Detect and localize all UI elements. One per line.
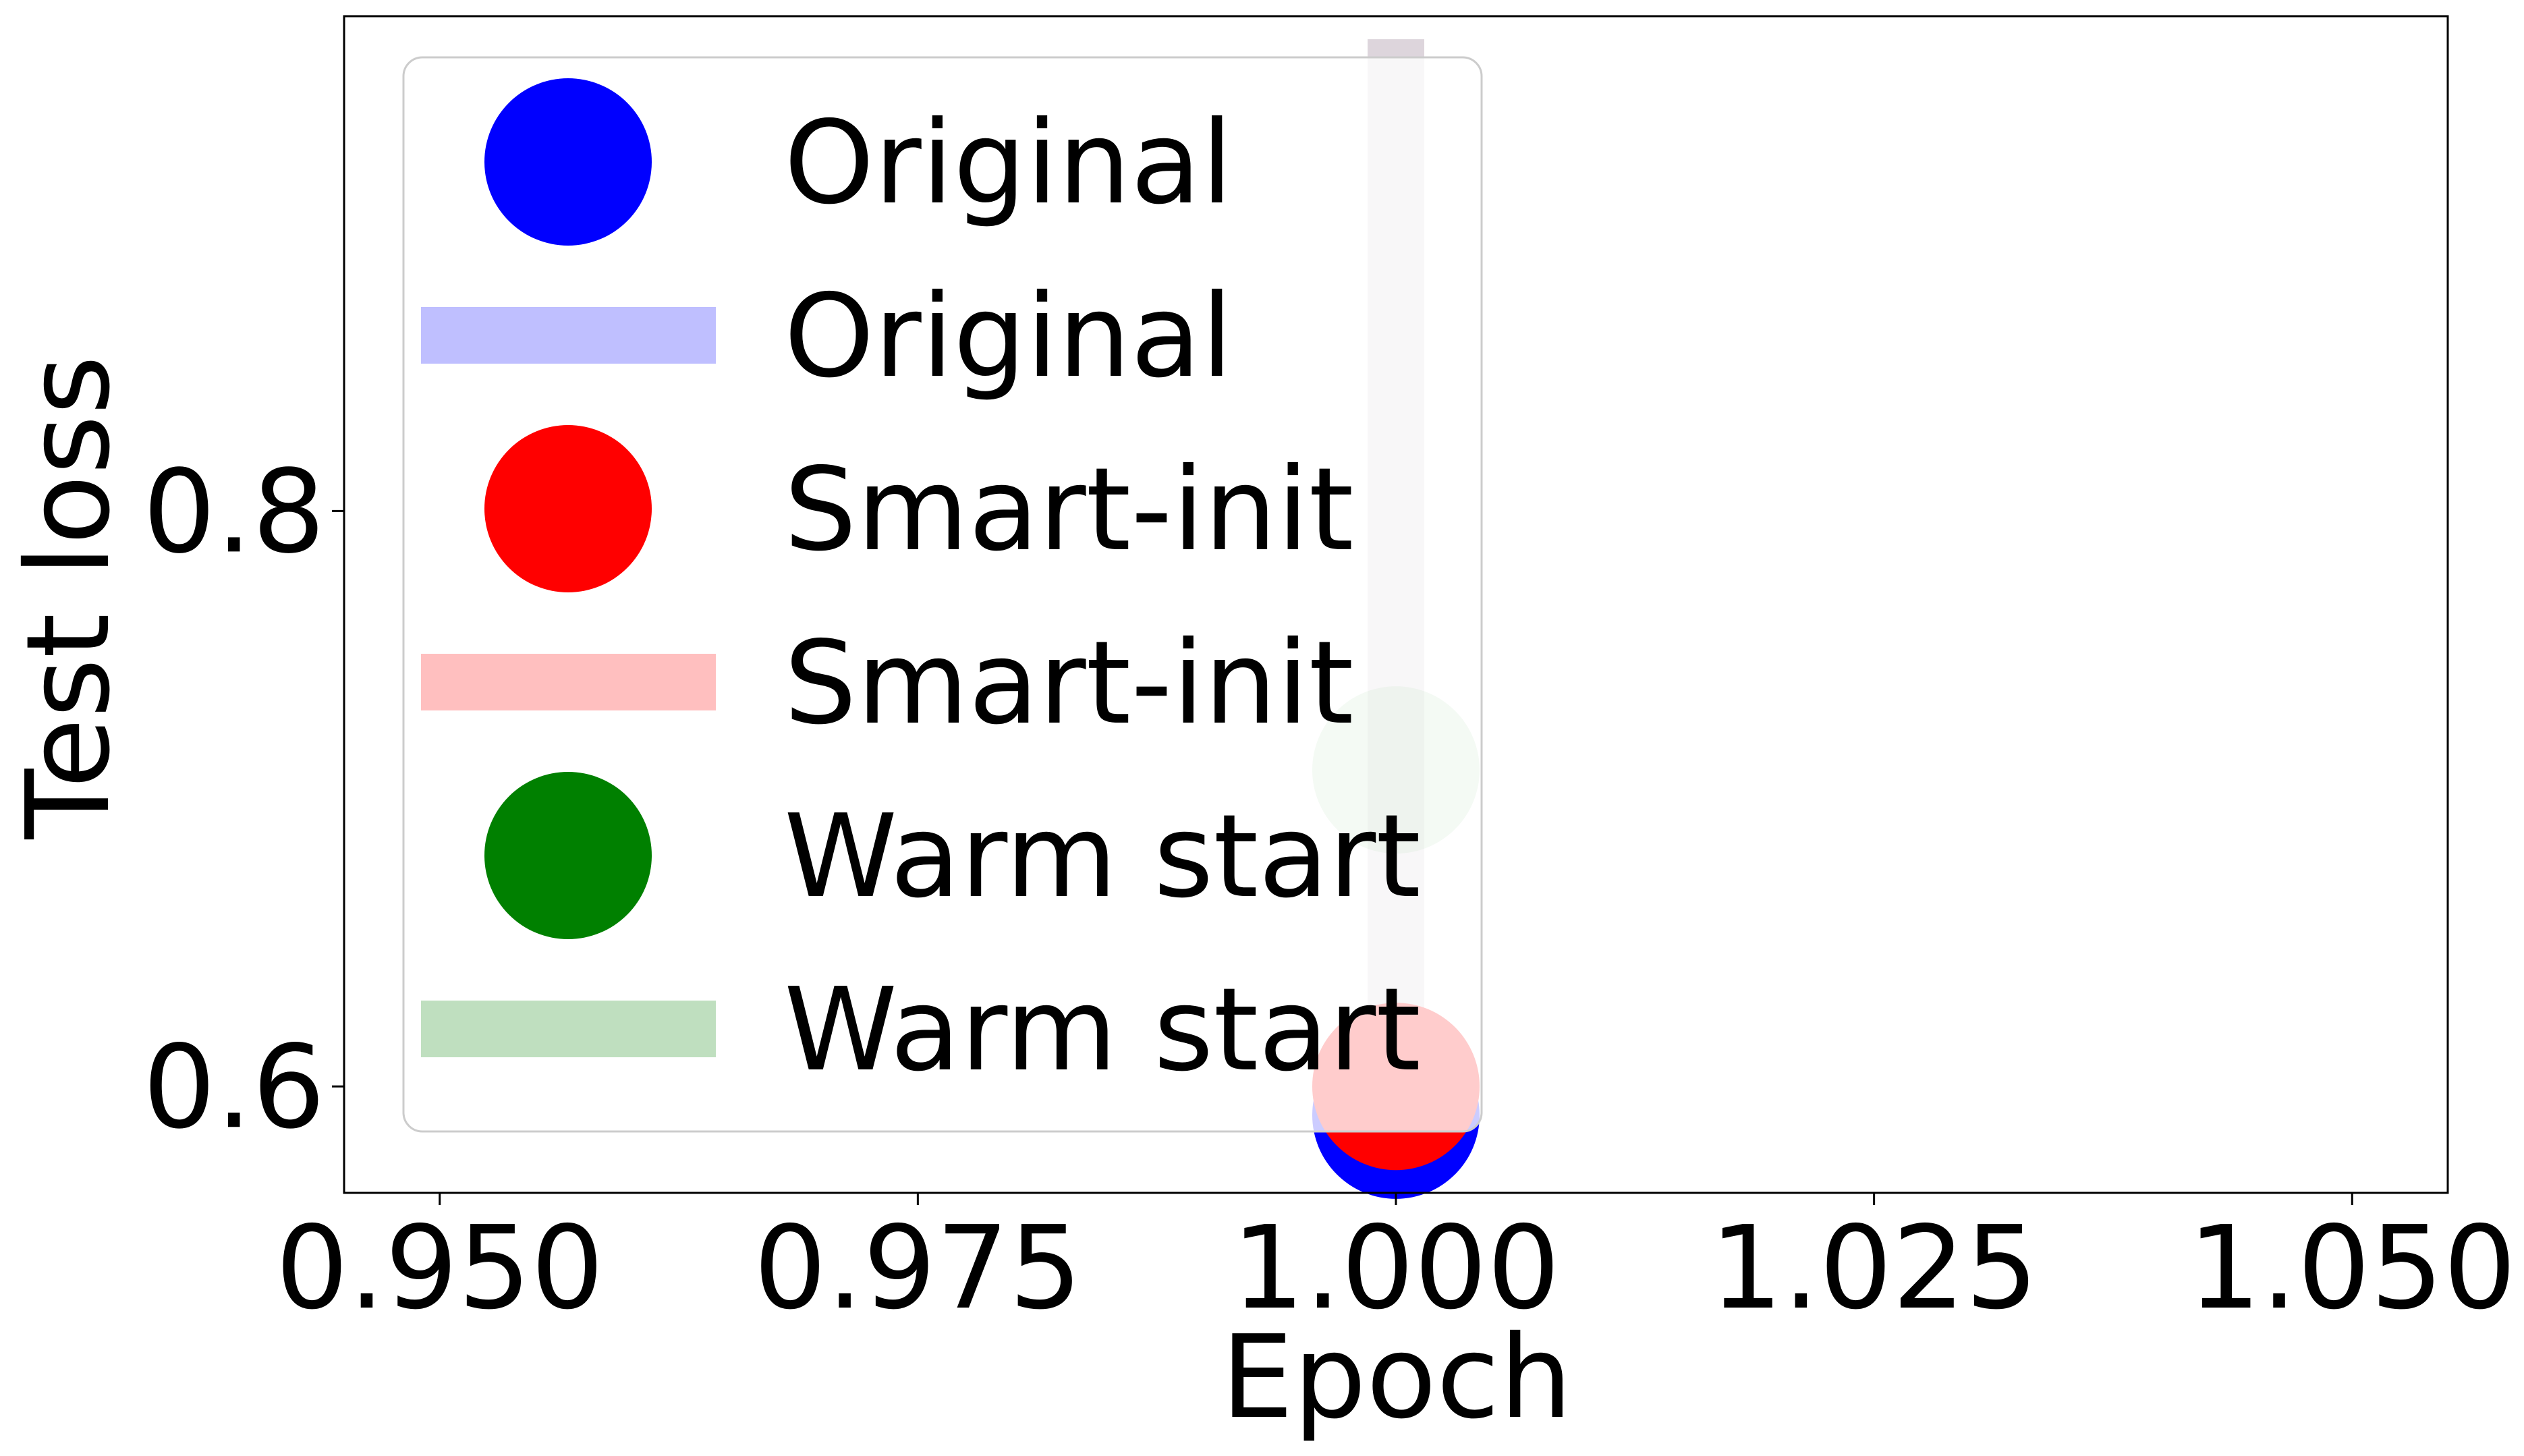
legend-label-warm-start: Warm start [784, 790, 1421, 924]
x-tick-label: 1.000 [1232, 1202, 1561, 1335]
x-axis-ticks: 0.950 0.975 1.000 1.025 1.050 [275, 1193, 2517, 1335]
x-tick-label: 1.050 [2188, 1202, 2517, 1335]
legend-marker-smart-init [484, 425, 652, 592]
x-tick-label: 0.975 [754, 1202, 1082, 1335]
legend-marker-warm-start [484, 772, 652, 939]
legend-label-smart-init: Smart-init [784, 617, 1353, 750]
legend: Original Original Smart-init Smart-init Warm… [402, 56, 1483, 1133]
legend-box [402, 56, 1483, 1133]
legend-band-warm-start [421, 1001, 716, 1057]
legend-label-original: Original [784, 270, 1233, 403]
y-tick-label: 0.8 [143, 445, 325, 579]
y-axis-label: Test loss [2, 355, 136, 839]
legend-band-original [421, 307, 716, 364]
legend-marker-original [484, 78, 652, 246]
y-axis-ticks: 0.6 0.8 [143, 445, 344, 1154]
legend-label-original: Original [784, 96, 1233, 230]
legend-label-smart-init: Smart-init [784, 443, 1353, 577]
x-tick-label: 0.950 [275, 1202, 604, 1335]
x-tick-label: 1.025 [1710, 1202, 2038, 1335]
y-tick-label: 0.6 [143, 1021, 325, 1154]
x-axis-label: Epoch [1221, 1311, 1573, 1445]
legend-label-warm-start: Warm start [784, 963, 1421, 1097]
legend-band-smart-init [421, 654, 716, 710]
